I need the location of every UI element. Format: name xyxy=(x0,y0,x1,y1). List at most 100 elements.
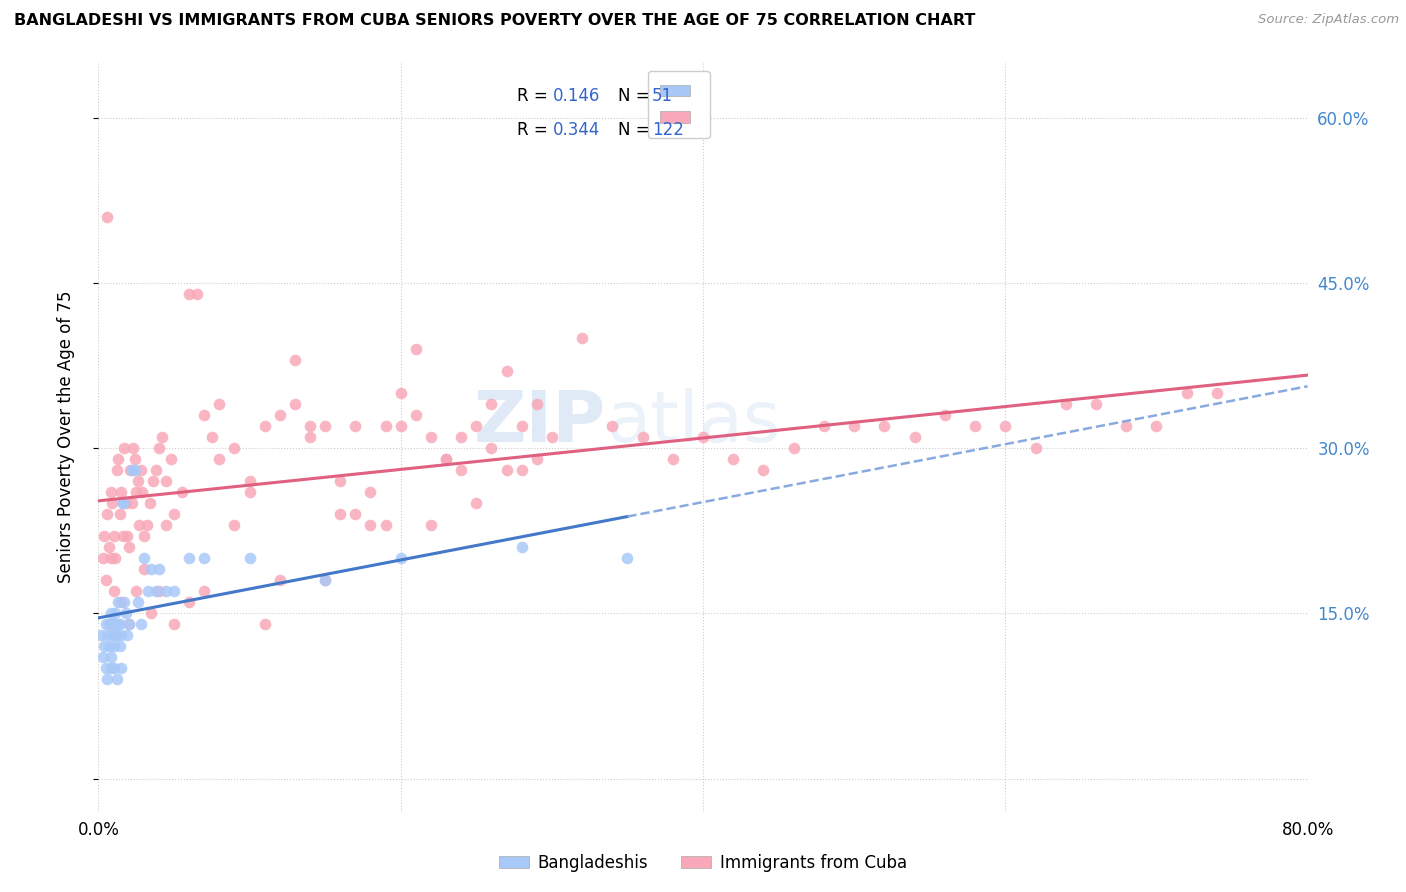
Point xyxy=(96,628,118,642)
Point xyxy=(179,551,201,566)
Point xyxy=(110,595,132,609)
Point xyxy=(145,463,167,477)
Point xyxy=(873,419,896,434)
Point xyxy=(142,474,165,488)
Point xyxy=(904,430,927,444)
Point xyxy=(94,574,117,588)
Point xyxy=(139,496,162,510)
Point xyxy=(661,452,683,467)
Text: Source: ZipAtlas.com: Source: ZipAtlas.com xyxy=(1258,13,1399,27)
Point xyxy=(136,584,159,599)
Point xyxy=(571,331,593,345)
Point xyxy=(389,386,412,401)
Point xyxy=(94,617,117,632)
Point xyxy=(434,452,457,467)
Point xyxy=(602,419,624,434)
Point xyxy=(127,595,149,609)
Point xyxy=(105,628,128,642)
Point xyxy=(101,617,124,632)
Point xyxy=(994,419,1017,434)
Point xyxy=(299,430,322,444)
Point xyxy=(374,518,396,533)
Point xyxy=(148,584,170,599)
Point xyxy=(114,496,136,510)
Point xyxy=(132,551,155,566)
Point xyxy=(101,496,124,510)
Point xyxy=(132,562,155,576)
Point xyxy=(96,507,118,521)
Point xyxy=(224,441,246,455)
Point xyxy=(405,342,427,356)
Point xyxy=(91,650,114,665)
Point xyxy=(526,452,548,467)
Point xyxy=(374,419,396,434)
Point xyxy=(111,496,134,510)
Point xyxy=(148,562,170,576)
Point xyxy=(465,496,488,510)
Point xyxy=(253,419,276,434)
Point xyxy=(844,419,866,434)
Point xyxy=(1115,419,1137,434)
Point xyxy=(98,617,121,632)
Point xyxy=(1175,386,1198,401)
Point xyxy=(125,584,148,599)
Point xyxy=(110,485,132,500)
Point xyxy=(107,452,129,467)
Point xyxy=(135,518,157,533)
Point xyxy=(105,463,128,477)
Point xyxy=(179,595,201,609)
Point xyxy=(96,673,118,687)
Point xyxy=(253,617,276,632)
Point xyxy=(107,617,129,632)
Point xyxy=(692,430,714,444)
Point xyxy=(495,463,517,477)
Point xyxy=(98,541,121,555)
Point xyxy=(114,607,136,621)
Point xyxy=(284,397,307,411)
Point xyxy=(360,518,382,533)
Point xyxy=(284,353,307,368)
Text: N =: N = xyxy=(619,87,655,105)
Point xyxy=(100,607,122,621)
Point xyxy=(121,496,143,510)
Text: N =: N = xyxy=(619,121,655,139)
Point xyxy=(108,617,131,632)
Point xyxy=(110,661,132,675)
Point xyxy=(148,441,170,455)
Point xyxy=(631,430,654,444)
Point xyxy=(93,640,115,654)
Text: 51: 51 xyxy=(652,87,673,105)
Point xyxy=(389,419,412,434)
Point xyxy=(132,529,155,543)
Text: atlas: atlas xyxy=(606,388,780,457)
Point xyxy=(540,430,562,444)
Point xyxy=(752,463,775,477)
Point xyxy=(112,595,135,609)
Point xyxy=(495,364,517,378)
Point xyxy=(329,507,352,521)
Point xyxy=(420,430,443,444)
Point xyxy=(103,584,125,599)
Point xyxy=(105,673,128,687)
Point xyxy=(100,485,122,500)
Point xyxy=(121,463,143,477)
Point xyxy=(208,397,231,411)
Text: BANGLADESHI VS IMMIGRANTS FROM CUBA SENIORS POVERTY OVER THE AGE OF 75 CORRELATI: BANGLADESHI VS IMMIGRANTS FROM CUBA SENI… xyxy=(14,13,976,29)
Text: 0.146: 0.146 xyxy=(553,87,600,105)
Point xyxy=(129,617,152,632)
Point xyxy=(125,485,148,500)
Point xyxy=(616,551,638,566)
Point xyxy=(208,452,231,467)
Point xyxy=(450,430,472,444)
Point xyxy=(103,617,125,632)
Point xyxy=(934,408,956,422)
Point xyxy=(201,430,224,444)
Point xyxy=(118,617,141,632)
Point xyxy=(1144,419,1167,434)
Point xyxy=(104,551,127,566)
Point xyxy=(450,463,472,477)
Point xyxy=(160,452,183,467)
Point xyxy=(813,419,835,434)
Point xyxy=(723,452,745,467)
Point xyxy=(224,518,246,533)
